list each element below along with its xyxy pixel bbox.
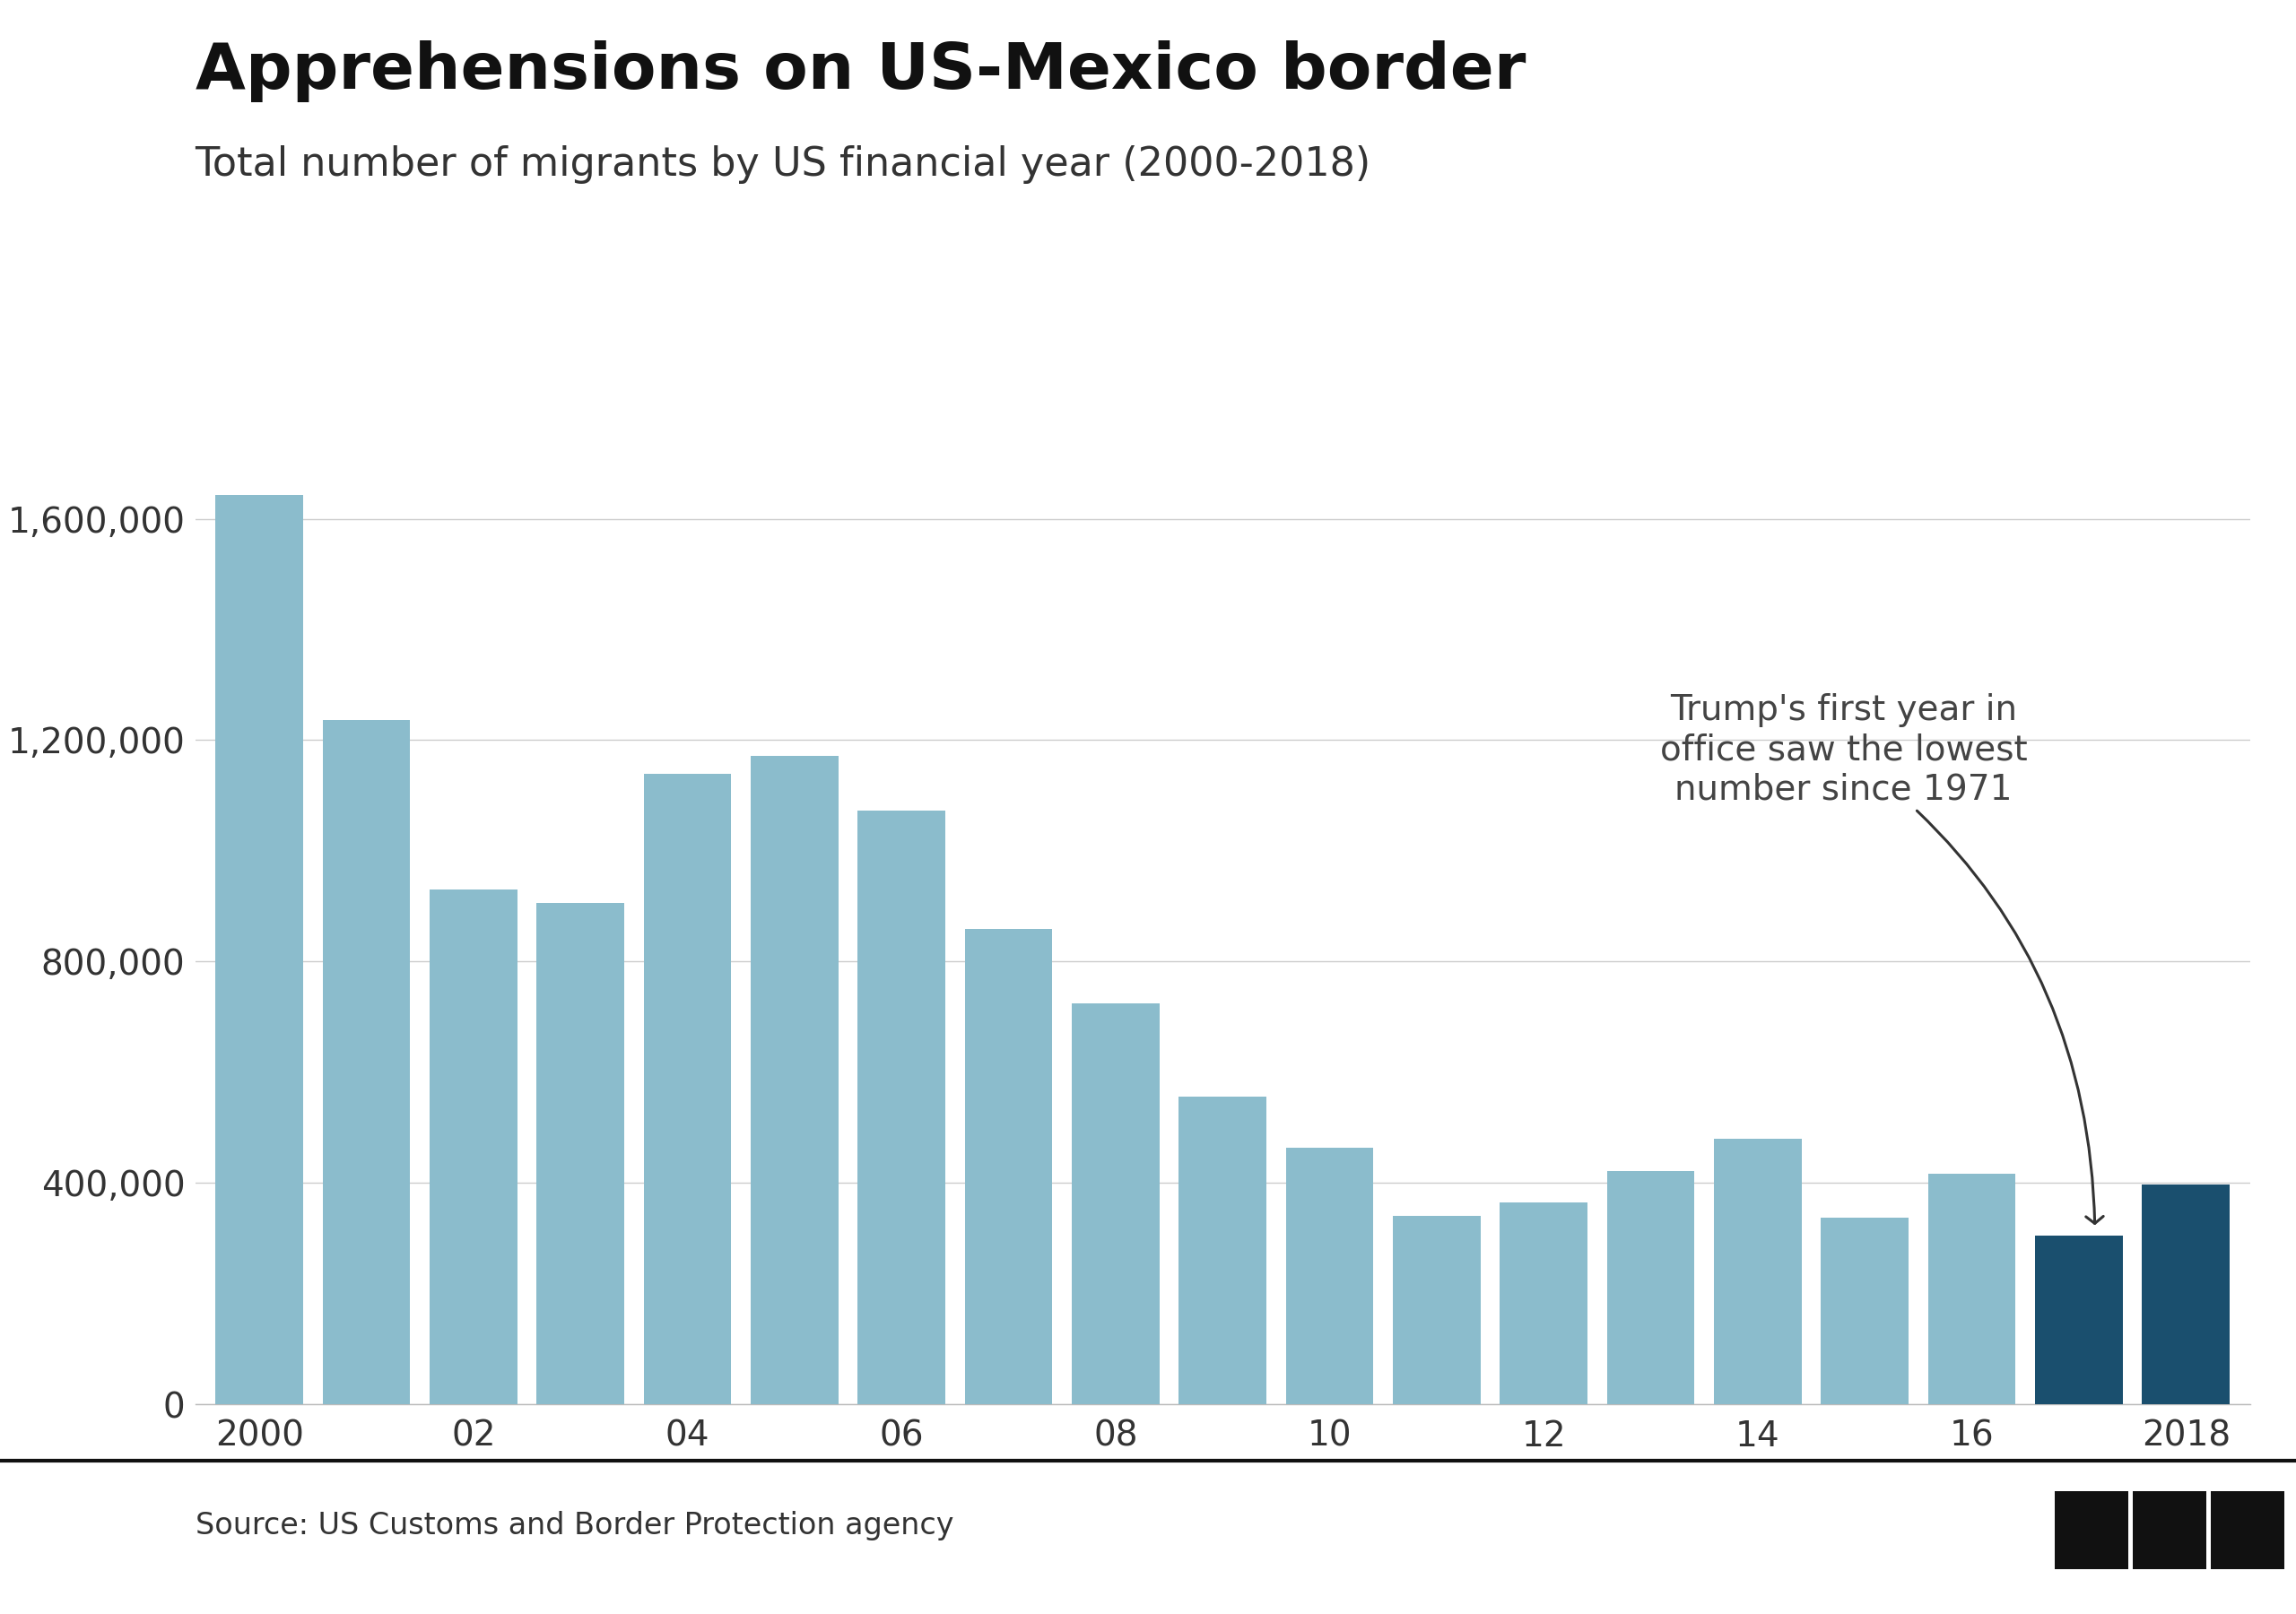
Bar xyxy=(2034,1236,2124,1404)
Bar xyxy=(1286,1148,1373,1404)
Bar xyxy=(1713,1139,1802,1404)
Bar xyxy=(1072,1004,1159,1404)
Text: C: C xyxy=(2239,1517,2257,1543)
Text: Apprehensions on US-Mexico border: Apprehensions on US-Mexico border xyxy=(195,40,1525,102)
Bar xyxy=(1394,1215,1481,1404)
Text: Trump's first year in
office saw the lowest
number since 1971: Trump's first year in office saw the low… xyxy=(1660,694,2103,1223)
Text: Source: US Customs and Border Protection agency: Source: US Customs and Border Protection… xyxy=(195,1511,953,1540)
Text: Total number of migrants by US financial year (2000-2018): Total number of migrants by US financial… xyxy=(195,145,1371,184)
Bar xyxy=(859,810,946,1404)
Bar xyxy=(537,904,625,1404)
Bar xyxy=(2142,1185,2229,1404)
Bar xyxy=(751,755,838,1404)
Bar xyxy=(643,773,732,1404)
Text: B: B xyxy=(2158,1517,2181,1543)
Bar xyxy=(964,930,1052,1404)
Bar xyxy=(1499,1202,1587,1404)
Bar xyxy=(1929,1173,2016,1404)
Bar xyxy=(429,889,517,1404)
Bar xyxy=(1607,1172,1694,1404)
Bar xyxy=(321,720,411,1404)
Text: B: B xyxy=(2080,1517,2103,1543)
Bar xyxy=(216,494,303,1404)
Bar xyxy=(1178,1096,1267,1404)
Bar xyxy=(1821,1217,1908,1404)
